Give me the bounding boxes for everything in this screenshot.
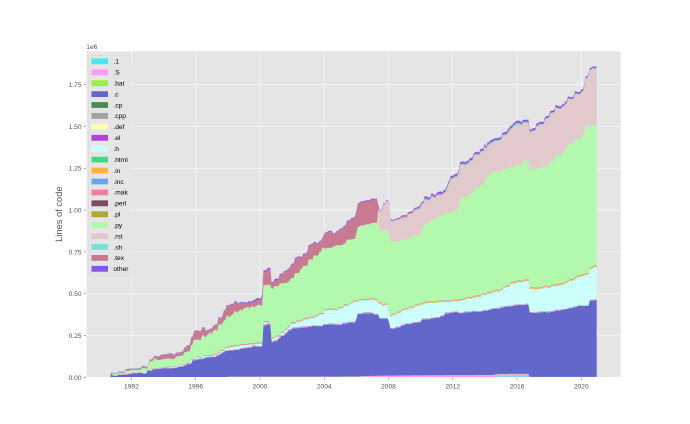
- svg-text:.el: .el: [113, 135, 121, 142]
- svg-text:.perl: .perl: [113, 201, 126, 208]
- svg-text:.pl: .pl: [113, 212, 121, 219]
- svg-text:.c: .c: [113, 91, 119, 98]
- svg-text:.cp: .cp: [113, 102, 122, 109]
- svg-text:1.75: 1.75: [69, 82, 82, 89]
- svg-text:2004: 2004: [317, 384, 332, 391]
- svg-text:1.00: 1.00: [69, 207, 82, 214]
- svg-text:0.75: 0.75: [69, 249, 82, 256]
- svg-text:1.25: 1.25: [69, 166, 82, 173]
- svg-text:.S: .S: [113, 70, 120, 77]
- svg-text:0.25: 0.25: [69, 333, 82, 340]
- svg-text:.bat: .bat: [113, 80, 124, 87]
- svg-text:other: other: [113, 266, 129, 273]
- svg-text:.in: .in: [113, 168, 120, 175]
- svg-text:0.50: 0.50: [69, 291, 82, 298]
- svg-text:1992: 1992: [124, 384, 139, 391]
- svg-text:.cpp: .cpp: [113, 113, 126, 120]
- svg-text:.def: .def: [113, 124, 124, 131]
- svg-text:1.50: 1.50: [69, 124, 82, 131]
- svg-text:.mak: .mak: [113, 190, 128, 197]
- svg-text:0.00: 0.00: [69, 375, 82, 382]
- svg-text:.html: .html: [113, 157, 128, 164]
- svg-text:1e6: 1e6: [86, 44, 97, 51]
- svg-text:Lines of code: Lines of code: [54, 186, 64, 242]
- svg-text:1996: 1996: [188, 384, 203, 391]
- svg-text:.rst: .rst: [113, 233, 122, 240]
- svg-text:.py: .py: [113, 222, 123, 229]
- svg-text:.1: .1: [113, 59, 119, 66]
- svg-text:2012: 2012: [445, 384, 460, 391]
- svg-text:2016: 2016: [510, 384, 525, 391]
- svg-text:.sh: .sh: [113, 244, 122, 251]
- svg-text:.tex: .tex: [113, 255, 124, 262]
- svg-text:2000: 2000: [253, 384, 268, 391]
- svg-text:.inc: .inc: [113, 179, 124, 186]
- svg-text:2008: 2008: [381, 384, 396, 391]
- svg-text:2020: 2020: [574, 384, 589, 391]
- svg-text:.h: .h: [113, 146, 119, 153]
